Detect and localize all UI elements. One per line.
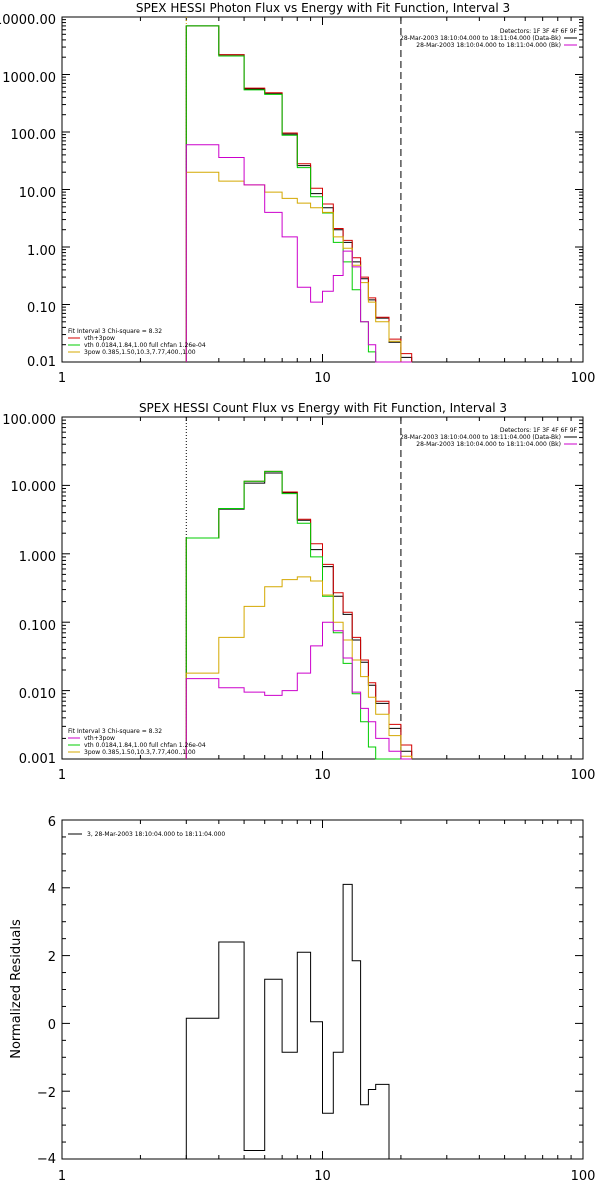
y-tick-label: 1000.00: [2, 71, 56, 86]
legend-bottom: Fit Interval 3 Chi-square = 8.32 vth+3po…: [68, 728, 206, 756]
legend-top: Detectors: 1F 3F 4F 6F 9F 28-Mar-2003 18…: [400, 28, 578, 49]
y-tick-label: 6: [48, 815, 56, 830]
chart-title: SPEX HESSI Photon Flux vs Energy with Fi…: [136, 1, 510, 15]
legend-fit-interval: Fit Interval 3 Chi-square = 8.32: [68, 328, 162, 335]
y-tick-label: 100.000: [2, 413, 56, 428]
y-tick-label: 0.010: [19, 687, 56, 702]
legend-bottom: Fit Interval 3 Chi-square = 8.32 vth+3po…: [68, 328, 206, 356]
x-tick-label: 1: [58, 1169, 66, 1184]
y-tick-labels: 0.01 0.10 1.00 10.00 100.00 1000.00 1000…: [0, 13, 56, 370]
x-tick-labels: 1 10 100: [58, 768, 596, 783]
x-tick-labels: 1 10 100: [58, 1169, 596, 1184]
legend-data-interval: 28-Mar-2003 18:10:04.000 to 18:11:04.000…: [400, 434, 561, 441]
series-line: [185, 25, 413, 362]
series-line: [185, 470, 413, 759]
series-line: [185, 25, 413, 362]
legend-data-interval: 28-Mar-2003 18:10:04.000 to 18:11:04.000…: [400, 35, 561, 42]
series-line: [185, 576, 413, 759]
count-flux-chart: SPEX HESSI Count Flux vs Energy with Fit…: [2, 401, 595, 783]
y-tick-label: 1.000: [19, 550, 56, 565]
legend-fit-interval: Fit Interval 3 Chi-square = 8.32: [68, 728, 162, 735]
y-tick-label: 0.10: [27, 301, 56, 316]
series-line: [185, 470, 412, 760]
y-tick-label: 0: [48, 1018, 56, 1033]
y-tick-label: 10.000: [11, 480, 57, 495]
residuals-chart: Normalized Residuals 1 10 100 −4 −2 0 2 …: [9, 815, 595, 1184]
series-line: [185, 171, 412, 363]
x-tick-label: 10: [314, 1169, 331, 1184]
series-line: [185, 883, 390, 1159]
series-line: [185, 144, 412, 363]
legend-label: 3, 28-Mar-2003 18:10:04.000 to 18:11:04.…: [87, 831, 225, 838]
legend-3pow: 3pow 0.385,1.50,10.3,7.77,400.,1.00: [84, 749, 196, 756]
legend-bk-interval: 28-Mar-2003 18:10:04.000 to 18:11:04.000…: [416, 42, 561, 49]
y-tick-label: 2: [48, 950, 56, 965]
series-line: [185, 25, 412, 363]
y-tick-label: 10000.00: [0, 13, 56, 28]
y-tick-label: −2: [37, 1086, 56, 1101]
y-tick-labels: −4 −2 0 2 4 6: [37, 815, 56, 1167]
x-tick-label: 100: [571, 768, 596, 783]
series-line: [185, 472, 413, 759]
y-tick-label: 10.00: [19, 186, 56, 201]
photon-flux-chart: SPEX HESSI Photon Flux vs Energy with Fi…: [0, 1, 595, 386]
legend-3pow: 3pow 0.385,1.50,10.3,7.77,400.,1.00: [84, 349, 196, 356]
y-tick-label: 0.01: [27, 355, 56, 370]
legend-model: vth+3pow: [84, 735, 115, 742]
x-tick-label: 100: [571, 371, 596, 386]
legend-detectors: Detectors: 1F 3F 4F 6F 9F: [500, 427, 578, 434]
legend: 3, 28-Mar-2003 18:10:04.000 to 18:11:04.…: [68, 831, 225, 838]
y-tick-label: 1.00: [27, 244, 56, 259]
legend-top: Detectors: 1F 3F 4F 6F 9F 28-Mar-2003 18…: [400, 427, 578, 448]
y-tick-label: 0.001: [19, 752, 56, 767]
x-tick-labels: 1 10 100: [58, 371, 596, 386]
series-line: [185, 621, 412, 760]
legend-vth: vth 0.0184,1.84,1.00 full chfan 1.26e-04: [84, 742, 206, 749]
legend-detectors: Detectors: 1F 3F 4F 6F 9F: [500, 28, 578, 35]
y-tick-label: 100.00: [11, 128, 57, 143]
x-tick-label: 1: [58, 371, 66, 386]
y-axis-label: Normalized Residuals: [9, 919, 24, 1059]
legend-model: vth+3pow: [84, 335, 115, 342]
legend-vth: vth 0.0184,1.84,1.00 full chfan 1.26e-04: [84, 342, 206, 349]
x-tick-label: 10: [314, 768, 331, 783]
y-tick-label: 4: [48, 882, 56, 897]
legend-bk-interval: 28-Mar-2003 18:10:04.000 to 18:11:04.000…: [416, 441, 561, 448]
chart-title: SPEX HESSI Count Flux vs Energy with Fit…: [139, 401, 507, 415]
x-tick-label: 10: [314, 371, 331, 386]
y-tick-label: 0.100: [19, 619, 56, 634]
x-tick-label: 100: [571, 1169, 596, 1184]
y-tick-label: −4: [37, 1152, 56, 1167]
y-tick-labels: 0.001 0.010 0.100 1.000 10.000 100.000: [2, 413, 56, 767]
x-tick-label: 1: [58, 768, 66, 783]
